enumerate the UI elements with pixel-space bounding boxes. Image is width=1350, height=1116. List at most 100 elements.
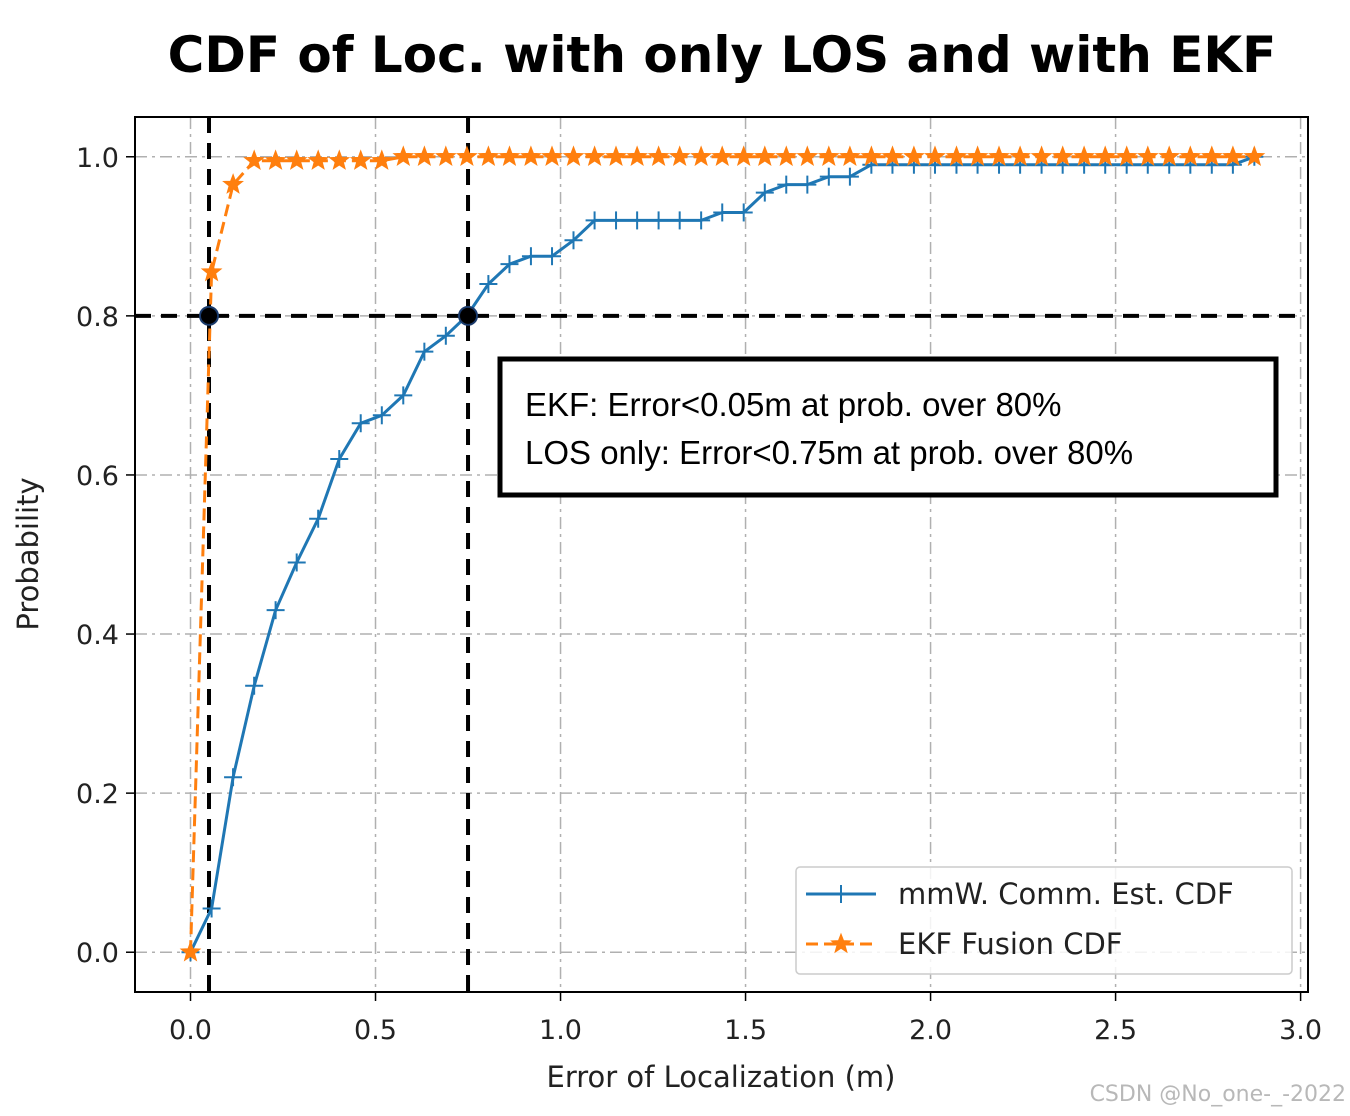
x-tick-label-5: 2.5 [1094, 1015, 1137, 1046]
series-1-point-31 [839, 145, 861, 167]
highlight-point-1 [458, 305, 479, 326]
series-1-point-1 [200, 260, 223, 282]
series-1-point-10 [392, 145, 415, 167]
series-1-point-25 [711, 145, 734, 167]
series-1-point-28 [775, 145, 798, 167]
series-1-point-22 [647, 145, 670, 167]
series-0-point-5 [287, 553, 306, 572]
series-0-point-31 [840, 167, 859, 186]
series-1-point-43 [1094, 145, 1117, 167]
y-tick-label-3: 0.6 [76, 461, 119, 492]
series-0-point-19 [585, 211, 604, 230]
legend-marker-mmw [832, 885, 850, 903]
series-1-point-44 [1115, 145, 1138, 167]
series-0-point-21 [628, 211, 647, 230]
series-1-point-2 [222, 173, 244, 194]
series-0-point-29 [798, 175, 817, 194]
series-1-point-5 [285, 149, 308, 170]
series-0-point-24 [692, 211, 711, 230]
series-1-point-39 [1009, 145, 1031, 167]
series-0 [181, 147, 1264, 962]
series-0-point-3 [245, 676, 264, 695]
y-tick-label-0: 0.0 [76, 938, 119, 969]
series-1-point-11 [413, 145, 436, 167]
series-0-point-22 [649, 211, 668, 230]
annotation-line-ekf: EKF: Error<0.05m at prob. over 80% [525, 386, 1062, 423]
x-tick-label-1: 0.5 [354, 1015, 397, 1046]
watermark: CSDN @No_one-_-2022 [1090, 1082, 1346, 1107]
chart-title: CDF of Loc. with only LOS and with EKF [168, 26, 1277, 84]
series-1-point-34 [903, 145, 925, 167]
series-1-point-14 [477, 145, 500, 167]
series-1-point-35 [924, 145, 946, 167]
series-0-point-26 [734, 203, 753, 222]
series-1-point-0 [179, 940, 202, 962]
series-1-point-38 [988, 145, 1010, 167]
legend-symbol-ekf [806, 932, 876, 954]
series-1-point-26 [732, 145, 755, 167]
series-1-point-8 [349, 149, 372, 170]
series-0-point-16 [521, 247, 540, 266]
x-axis-label: Error of Localization (m) [547, 1060, 896, 1094]
y-tick-label-1: 0.2 [76, 779, 119, 810]
series-1-point-42 [1073, 145, 1095, 167]
y-tick-label-5: 1.0 [76, 143, 119, 174]
series-line-0 [189, 155, 1255, 953]
series-1-point-16 [520, 145, 542, 167]
series-0-point-25 [713, 203, 732, 222]
y-tick-label-2: 0.4 [76, 620, 119, 651]
series-1-point-3 [243, 149, 266, 170]
x-tick-label-0: 0.0 [169, 1015, 212, 1046]
series-1-point-32 [860, 145, 883, 167]
series-1-point-15 [498, 145, 521, 167]
series-0-point-6 [309, 509, 328, 528]
annotation-frame [497, 356, 1279, 498]
series-0-point-23 [670, 211, 689, 230]
series-layer [179, 145, 1266, 962]
series-0-point-8 [351, 414, 370, 433]
x-tick-label-6: 3.0 [1279, 1015, 1322, 1046]
series-0-point-2 [224, 768, 243, 787]
x-tick-label-3: 1.5 [724, 1015, 767, 1046]
series-1-point-21 [626, 145, 648, 167]
series-1-point-45 [1136, 145, 1159, 167]
highlight-point-0 [199, 305, 220, 326]
series-1-point-47 [1179, 145, 1202, 167]
series-1-point-24 [690, 145, 713, 167]
series-0-point-30 [819, 167, 838, 186]
series-0-point-15 [500, 255, 519, 274]
series-1-point-9 [370, 149, 393, 170]
legend-frame [795, 866, 1293, 975]
series-1-point-18 [562, 145, 585, 167]
series-1-point-20 [605, 145, 627, 167]
series-1-point-4 [264, 149, 287, 170]
series-line-1 [189, 155, 1255, 953]
legend-symbol-mmw [806, 885, 876, 903]
series-1-point-40 [1030, 145, 1053, 167]
series-0-point-7 [330, 450, 349, 469]
series-1-point-27 [753, 145, 776, 167]
annotation-box: EKF: Error<0.05m at prob. over 80% LOS o… [497, 356, 1279, 498]
series-1-point-41 [1051, 145, 1074, 167]
series-1-point-17 [541, 145, 563, 167]
series-1-point-23 [668, 145, 691, 167]
annotation-line-los: LOS only: Error<0.75m at prob. over 80% [525, 434, 1133, 471]
y-axis-label: Probability [11, 477, 45, 630]
series-1-point-37 [966, 145, 989, 167]
legend-marker-ekf [830, 932, 852, 954]
series-0-point-1 [202, 899, 221, 918]
series-1-point-49 [1222, 145, 1244, 167]
series-0-point-4 [266, 601, 285, 620]
highlight-points [199, 305, 479, 326]
series-1-point-6 [307, 149, 330, 170]
series-1-point-46 [1158, 145, 1181, 167]
series-0-point-14 [479, 275, 498, 294]
series-0-point-28 [777, 175, 796, 194]
series-1-point-50 [1243, 145, 1266, 167]
series-1-point-29 [796, 145, 819, 167]
series-0-point-18 [564, 231, 583, 250]
series-0-point-9 [372, 406, 391, 425]
series-1 [179, 145, 1266, 962]
series-1-point-33 [881, 145, 904, 167]
